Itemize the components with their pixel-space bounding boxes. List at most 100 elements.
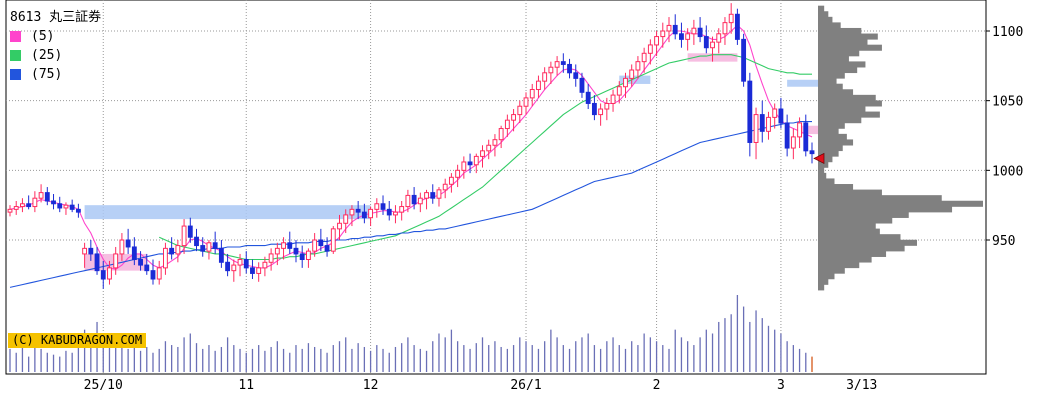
- candle-body: [716, 33, 722, 43]
- volume-profile-bar: [818, 72, 845, 79]
- candle-body: [436, 189, 442, 199]
- candle-body: [343, 214, 349, 224]
- volume-profile-bar: [818, 245, 905, 252]
- candle-body: [162, 247, 168, 269]
- legend-swatch-ma5: [10, 31, 21, 42]
- candle-body: [175, 245, 181, 255]
- candle-body: [63, 204, 69, 209]
- volume-profile-bar: [818, 223, 876, 230]
- volume-profile-bar: [818, 128, 839, 135]
- candle-body: [380, 203, 386, 210]
- candle-body: [231, 264, 237, 272]
- candle-body: [13, 206, 19, 210]
- candle-body: [212, 242, 218, 249]
- candle-body: [237, 259, 243, 266]
- ticker-title: 8613 丸三証券: [10, 10, 102, 25]
- candle-body: [511, 114, 517, 121]
- candle-body: [529, 89, 535, 99]
- candle-body: [355, 208, 361, 213]
- candle-body: [393, 211, 398, 216]
- candle-body: [679, 33, 684, 40]
- candle-body: [32, 197, 38, 208]
- candle-body: [641, 52, 647, 63]
- candle-body: [666, 24, 672, 32]
- candle-body: [591, 102, 597, 116]
- candle-body: [498, 128, 504, 141]
- candle-body: [200, 245, 206, 252]
- candle-body: [349, 208, 355, 216]
- volume-profile-bar: [818, 111, 880, 118]
- volume-profile-bar: [818, 5, 825, 12]
- candle-body: [753, 114, 759, 143]
- shaded-zone: [787, 79, 825, 87]
- candle-body: [169, 247, 175, 255]
- shaded-zone: [619, 75, 651, 84]
- candle-body: [51, 200, 56, 205]
- volume-profile-bar: [818, 78, 837, 85]
- volume-profile-bar: [818, 278, 829, 285]
- ma-line-75: [9, 121, 812, 288]
- candle-body: [480, 150, 485, 157]
- candle-body: [486, 144, 492, 152]
- candle-body: [660, 30, 666, 38]
- candle-body: [7, 208, 13, 213]
- volume-profile-bar: [818, 145, 843, 152]
- copyright-label: (C) KABUDRAGON.COM: [8, 333, 147, 348]
- candle-body: [417, 197, 423, 205]
- volume-profile-bar: [818, 267, 845, 274]
- x-tick-label: 2: [653, 378, 661, 393]
- volume-profile-bar: [818, 211, 909, 218]
- volume-profile-bar: [818, 200, 983, 207]
- volume-profile-bar: [818, 33, 878, 40]
- candle-body: [424, 192, 429, 199]
- volume-profile-bar: [818, 228, 880, 235]
- volume-profile-bar: [818, 195, 942, 202]
- volume-profile-bar: [818, 184, 854, 191]
- x-tick-label: 25/10: [84, 378, 123, 393]
- legend-swatch-ma75: [10, 69, 21, 80]
- candle-body: [647, 44, 653, 54]
- volume-profile-bar: [818, 250, 887, 257]
- candle-body: [473, 155, 479, 166]
- candle-body: [256, 267, 262, 274]
- volume-profile-bar: [818, 239, 917, 246]
- candle-body: [766, 116, 771, 132]
- volume-profile-bar: [818, 105, 866, 113]
- volume-profile-bar: [818, 206, 953, 213]
- volume-profile-bar: [818, 61, 866, 68]
- candle-body: [797, 122, 802, 138]
- candle-body: [287, 242, 293, 249]
- candle-body: [44, 192, 50, 202]
- candle-body: [337, 222, 342, 230]
- candle-body: [536, 80, 541, 91]
- legend-label-ma75: (75): [31, 67, 63, 82]
- candle-body: [281, 242, 286, 249]
- candle-body: [299, 253, 305, 261]
- candle-body: [361, 211, 367, 219]
- volume-profile-bar: [818, 284, 825, 291]
- candle-body: [243, 259, 249, 269]
- volume-profile-bar: [818, 139, 854, 146]
- candle-body: [461, 161, 467, 171]
- volume-profile-bar: [818, 89, 854, 96]
- volume-profile-bar: [818, 50, 860, 57]
- candle-body: [542, 72, 548, 82]
- candle-body: [598, 108, 604, 116]
- candle-body: [741, 38, 747, 82]
- candle-body: [442, 183, 448, 191]
- volume-profile-bar: [818, 133, 847, 140]
- candle-body: [94, 253, 100, 272]
- candle-body: [274, 247, 280, 255]
- legend-label-ma25: (25): [31, 48, 63, 63]
- candle-body: [206, 242, 212, 252]
- legend-swatch-ma25: [10, 50, 21, 61]
- x-tick-label: 3: [777, 378, 785, 393]
- x-tick-label: 12: [363, 378, 379, 393]
- volume-profile-bar: [818, 273, 835, 280]
- candle-body: [330, 228, 336, 252]
- volume-profile-bar: [818, 189, 882, 196]
- candle-body: [113, 253, 119, 269]
- candle-body: [225, 261, 231, 272]
- candle-body: [504, 119, 510, 130]
